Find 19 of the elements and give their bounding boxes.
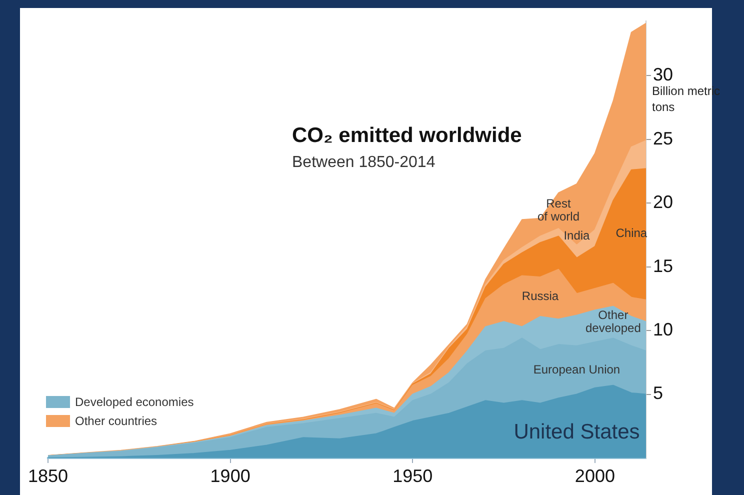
x-tick-label: 1850 bbox=[28, 466, 68, 486]
y-tick-label: 5 bbox=[653, 383, 664, 404]
text: Between 1850-2014 bbox=[292, 154, 436, 172]
x-tick-label: 2000 bbox=[574, 466, 615, 486]
y-tick-label: 20 bbox=[653, 192, 674, 212]
y-tick-label: 15 bbox=[653, 256, 674, 276]
y-tick-label: 10 bbox=[653, 320, 674, 340]
y-tick-label: 25 bbox=[653, 128, 674, 148]
x-tick-label: 1900 bbox=[210, 466, 250, 486]
annotation: Developed economies bbox=[75, 394, 194, 408]
series-label: European Union bbox=[533, 362, 620, 376]
series-label: Other developed bbox=[585, 308, 641, 336]
x-tick-label: 1950 bbox=[392, 466, 433, 486]
series-label: United States bbox=[514, 420, 640, 444]
series-label: Russia bbox=[522, 289, 559, 304]
text: CO₂ emitted worldwide bbox=[292, 124, 522, 148]
y-tick-label: 30 bbox=[653, 64, 674, 85]
series-label: India bbox=[564, 228, 590, 242]
annotation: Other countries bbox=[75, 414, 158, 428]
